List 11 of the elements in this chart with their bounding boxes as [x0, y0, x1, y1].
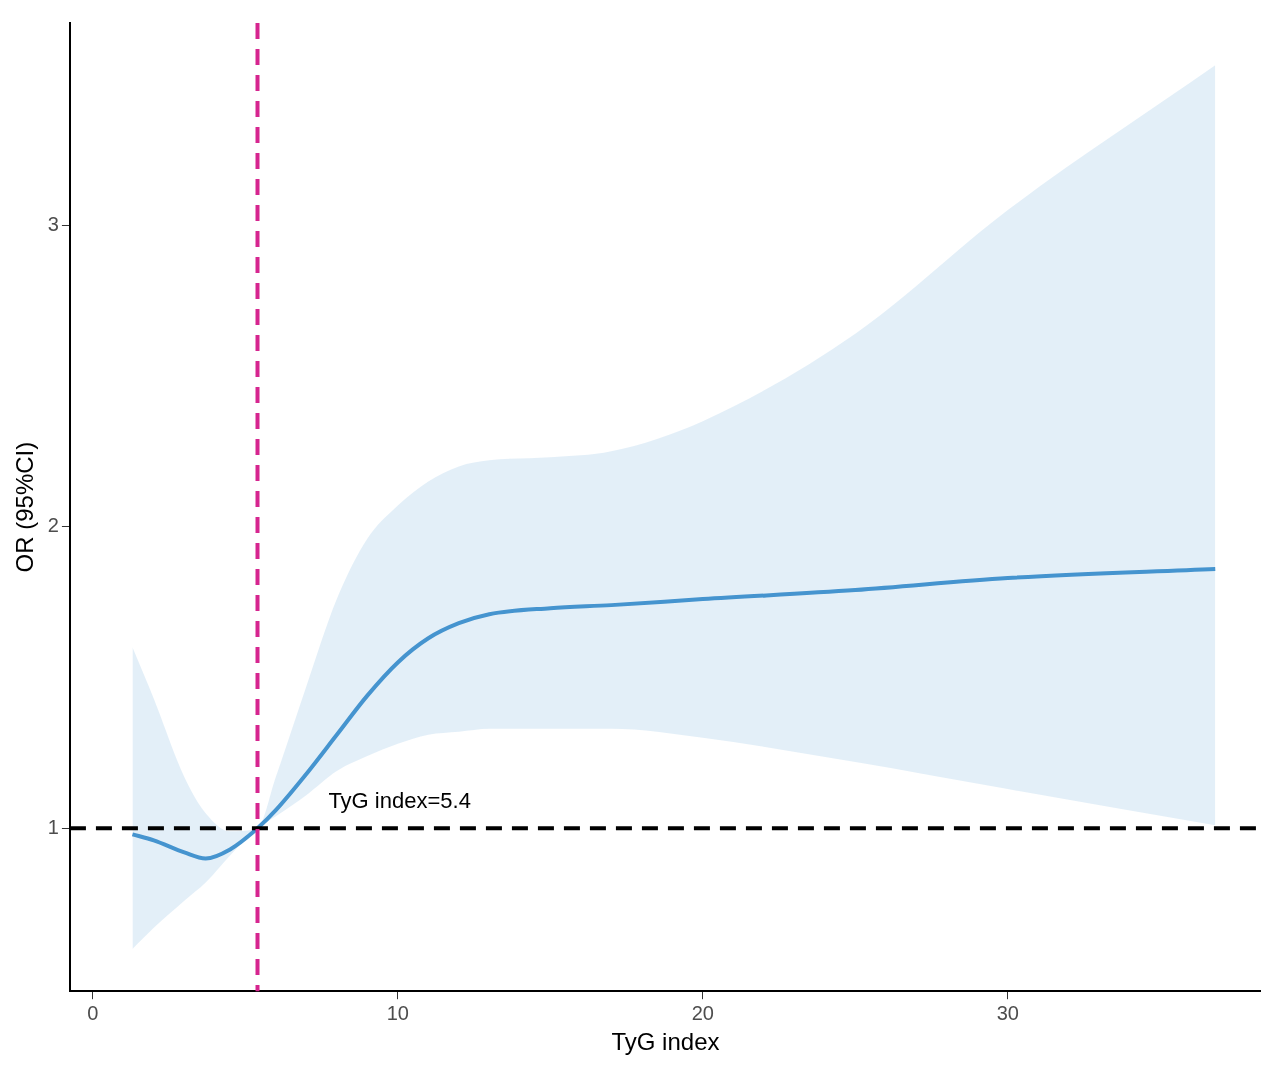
- x-tick-label: 10: [386, 1001, 409, 1024]
- y-tick-label: 1: [47, 815, 59, 838]
- x-tick-label: 20: [691, 1001, 714, 1024]
- annotation: TyG index=5.4: [328, 788, 471, 814]
- line-series: [130, 566, 1218, 861]
- y-tick-label: 2: [47, 514, 59, 537]
- y-tick-label: 3: [47, 212, 59, 235]
- x-tick-label: 0: [87, 1001, 99, 1024]
- y-axis-title: OR (95%CI): [11, 441, 39, 573]
- x-tick-label: 30: [996, 1001, 1019, 1024]
- x-axis-title: TyG index: [611, 1028, 720, 1056]
